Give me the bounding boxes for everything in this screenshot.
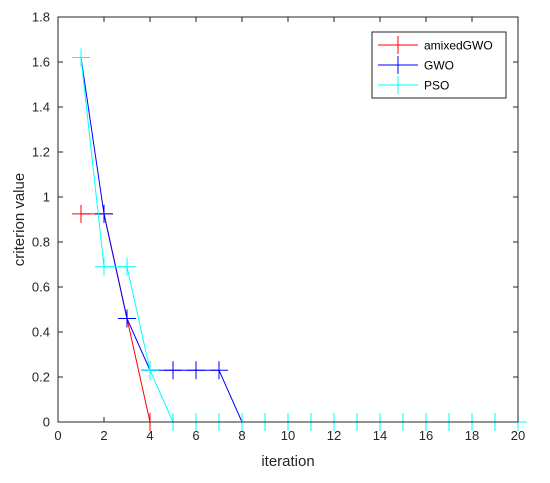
y-tick-label: 1.2	[32, 145, 50, 160]
data-point	[141, 361, 159, 380]
x-axis-label: iteration	[261, 453, 314, 470]
legend-marker	[389, 76, 407, 94]
x-tick-label: 14	[373, 428, 387, 443]
y-tick-label: 0.6	[32, 280, 50, 295]
y-tick-label: 1.6	[32, 55, 50, 70]
data-point	[164, 361, 182, 380]
x-tick-label: 0	[54, 428, 61, 443]
x-tick-label: 16	[419, 428, 433, 443]
y-axis-label: criterion value	[11, 173, 28, 266]
data-point	[118, 309, 136, 328]
y-tick-label: 1.4	[32, 100, 50, 115]
legend-label: GWO	[424, 59, 454, 73]
legend-entry: GWO	[378, 56, 454, 74]
x-tick-label: 6	[192, 428, 199, 443]
plot-frame	[57, 16, 519, 423]
x-tick-label: 20	[511, 428, 525, 443]
x-tick-label: 8	[238, 428, 245, 443]
legend-marker	[389, 56, 407, 74]
y-tick-label: 0.4	[32, 325, 50, 340]
x-tick-label: 18	[465, 428, 479, 443]
x-tick-label: 2	[100, 428, 107, 443]
y-tick-label: 0.2	[32, 370, 50, 385]
y-tick-label: 1.8	[32, 10, 50, 25]
legend-label: PSO	[424, 79, 449, 93]
data-point	[95, 257, 113, 276]
y-tick-label: 0	[43, 415, 50, 430]
data-point	[210, 361, 228, 380]
data-point	[118, 257, 136, 276]
data-point	[72, 204, 90, 223]
y-tick-label: 1	[43, 190, 50, 205]
legend: amixedGWO GWO PSO	[371, 31, 507, 99]
data-point	[187, 361, 205, 380]
y-tick-label: 0.8	[32, 235, 50, 250]
x-tick-label: 12	[327, 428, 341, 443]
legend-marker	[389, 36, 407, 54]
legend-entry: PSO	[378, 76, 449, 94]
legend-label: amixedGWO	[424, 39, 493, 53]
legend-entry: amixedGWO	[378, 36, 493, 54]
x-tick-label: 4	[146, 428, 153, 443]
data-point	[72, 48, 90, 67]
x-tick-label: 10	[281, 428, 295, 443]
